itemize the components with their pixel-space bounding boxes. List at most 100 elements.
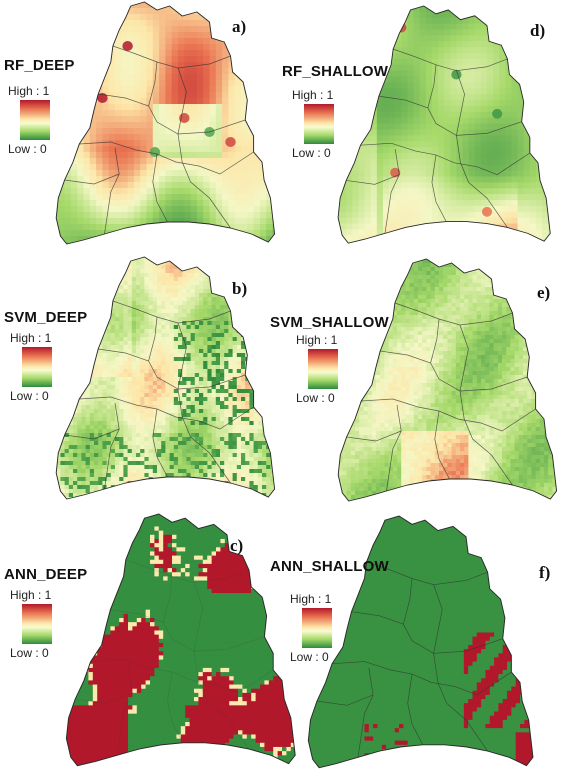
legend-low-label: Low : 0 (290, 650, 329, 664)
district-boundary (104, 402, 120, 490)
district-boundary (431, 154, 447, 222)
map-surface (338, 259, 557, 501)
district-boundary (167, 672, 184, 743)
region-outline (65, 513, 296, 767)
legend-high-label: High : 1 (292, 88, 334, 102)
district-boundary (64, 428, 120, 440)
panel-title: SVM_DEEP (4, 309, 88, 326)
district-boundary (79, 396, 254, 430)
panel-svm-deep: SVM_DEEP b) High : 1 Low : 0 (0, 255, 282, 510)
district-boundary (148, 316, 158, 362)
district-boundary (380, 350, 528, 392)
legend: High : 1 Low : 0 (296, 333, 366, 405)
district-boundary (148, 61, 158, 107)
map-surface (66, 514, 296, 766)
panel-title: ANN_DEEP (4, 566, 88, 583)
district-boundary (177, 322, 231, 484)
district-boundary (366, 561, 488, 585)
district-boundary (378, 95, 522, 136)
legend-color-bar (302, 608, 332, 648)
district-boundary (386, 404, 402, 492)
legend: High : 1 Low : 0 (10, 331, 80, 403)
district-boundary (79, 141, 254, 175)
panel-letter: d) (530, 21, 546, 40)
map-surface (338, 6, 551, 244)
district-boundary (110, 609, 265, 652)
region-outline (307, 515, 534, 769)
hotspot (122, 41, 133, 51)
region-outline (337, 258, 558, 502)
district-boundary (360, 142, 531, 175)
map-rf-deep (55, 1, 276, 245)
district-boundary (394, 302, 513, 326)
district-boundary (316, 694, 374, 706)
legend-low-label: Low : 0 (296, 391, 335, 405)
legend-low-label: Low : 0 (10, 646, 49, 660)
district-boundary (332, 661, 512, 696)
panel-rf-shallow: RF_SHALLOW d) High : 1 Low : 0 (282, 0, 565, 255)
district-boundary (116, 665, 133, 756)
region-outline (55, 256, 276, 500)
region-outline (337, 5, 551, 244)
panel-title: SVM_SHALLOW (270, 314, 389, 331)
district-boundary (430, 318, 440, 364)
legend-color-bar (304, 104, 334, 144)
panel-title: RF_DEEP (4, 57, 75, 74)
legend: High : 1 Low : 0 (10, 588, 80, 660)
district-boundary (407, 674, 424, 745)
district-boundary (351, 611, 503, 654)
district-boundary (112, 300, 231, 324)
legend-high-label: High : 1 (296, 333, 338, 347)
district-boundary (90, 659, 274, 694)
map-ann-deep (65, 513, 296, 767)
district-boundary (357, 667, 374, 758)
district-boundary (459, 324, 513, 486)
panel-letter: c) (230, 536, 244, 555)
legend-low-label: Low : 0 (292, 146, 331, 160)
panel-ann-shallow: ANN_SHALLOW f) High : 1 Low : 0 (270, 510, 565, 774)
district-boundary (112, 45, 231, 69)
district-boundary (64, 173, 120, 185)
legend-color-bar (20, 100, 50, 140)
district-boundary (75, 692, 133, 704)
district-boundary (104, 147, 120, 235)
district-boundary (384, 149, 400, 234)
district-boundary (361, 398, 536, 432)
legend-high-label: High : 1 (10, 331, 52, 345)
panel-title: ANN_SHALLOW (270, 558, 389, 575)
district-boundary (98, 348, 246, 390)
hotspot (97, 93, 108, 103)
region-outline (55, 1, 276, 245)
panel-rf-deep: RF_DEEP a) High : 1 Low : 0 (0, 0, 282, 255)
hotspot (369, 40, 380, 51)
district-boundary (346, 174, 400, 185)
district-boundary (433, 584, 488, 752)
legend-low-label: Low : 0 (10, 389, 49, 403)
hotspot (149, 147, 161, 157)
panel-letter: b) (232, 279, 248, 298)
legend: High : 1 Low : 0 (290, 592, 360, 664)
district-boundary (152, 153, 168, 223)
district-boundary (177, 67, 231, 229)
panel-title: RF_SHALLOW (282, 63, 389, 80)
district-boundary (125, 559, 250, 583)
legend-color-bar (308, 349, 338, 389)
district-boundary (393, 48, 508, 72)
legend-color-bar (22, 347, 52, 387)
map-svm-shallow (337, 258, 558, 502)
legend-high-label: High : 1 (8, 84, 50, 98)
district-boundary (427, 64, 437, 109)
panel-letter: e) (537, 283, 551, 302)
legend-high-label: High : 1 (290, 592, 332, 606)
panel-letter: a) (232, 17, 247, 36)
district-boundary (152, 408, 168, 478)
hotspot (492, 108, 503, 119)
legend-color-bar (22, 604, 52, 644)
map-rf-shallow (337, 5, 551, 244)
district-boundary (403, 578, 413, 625)
legend-high-label: High : 1 (10, 588, 52, 602)
map-ann-shallow (307, 515, 534, 769)
panel-letter: f) (539, 563, 551, 582)
hotspot (481, 206, 493, 217)
district-boundary (456, 70, 508, 228)
